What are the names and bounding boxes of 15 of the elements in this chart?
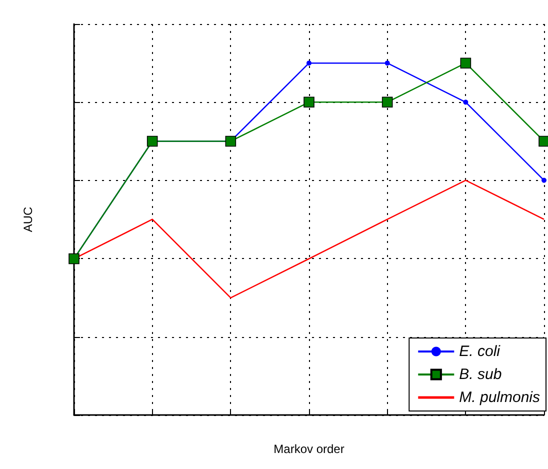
- point: [146, 136, 158, 147]
- point: [384, 60, 390, 66]
- point: [460, 58, 472, 68]
- point: [542, 178, 546, 183]
- point: [304, 96, 314, 108]
- legend-label: B. sub: [459, 366, 502, 383]
- point: [225, 136, 236, 147]
- point: [68, 253, 80, 264]
- legend-label: M. pulmonis: [459, 389, 540, 406]
- point: [306, 60, 312, 66]
- x-axis-title: Markov order: [274, 442, 344, 456]
- point: [382, 96, 393, 108]
- point: [463, 100, 468, 105]
- legend-label: E. coli: [459, 343, 501, 360]
- y-axis-title: AUC: [21, 206, 35, 232]
